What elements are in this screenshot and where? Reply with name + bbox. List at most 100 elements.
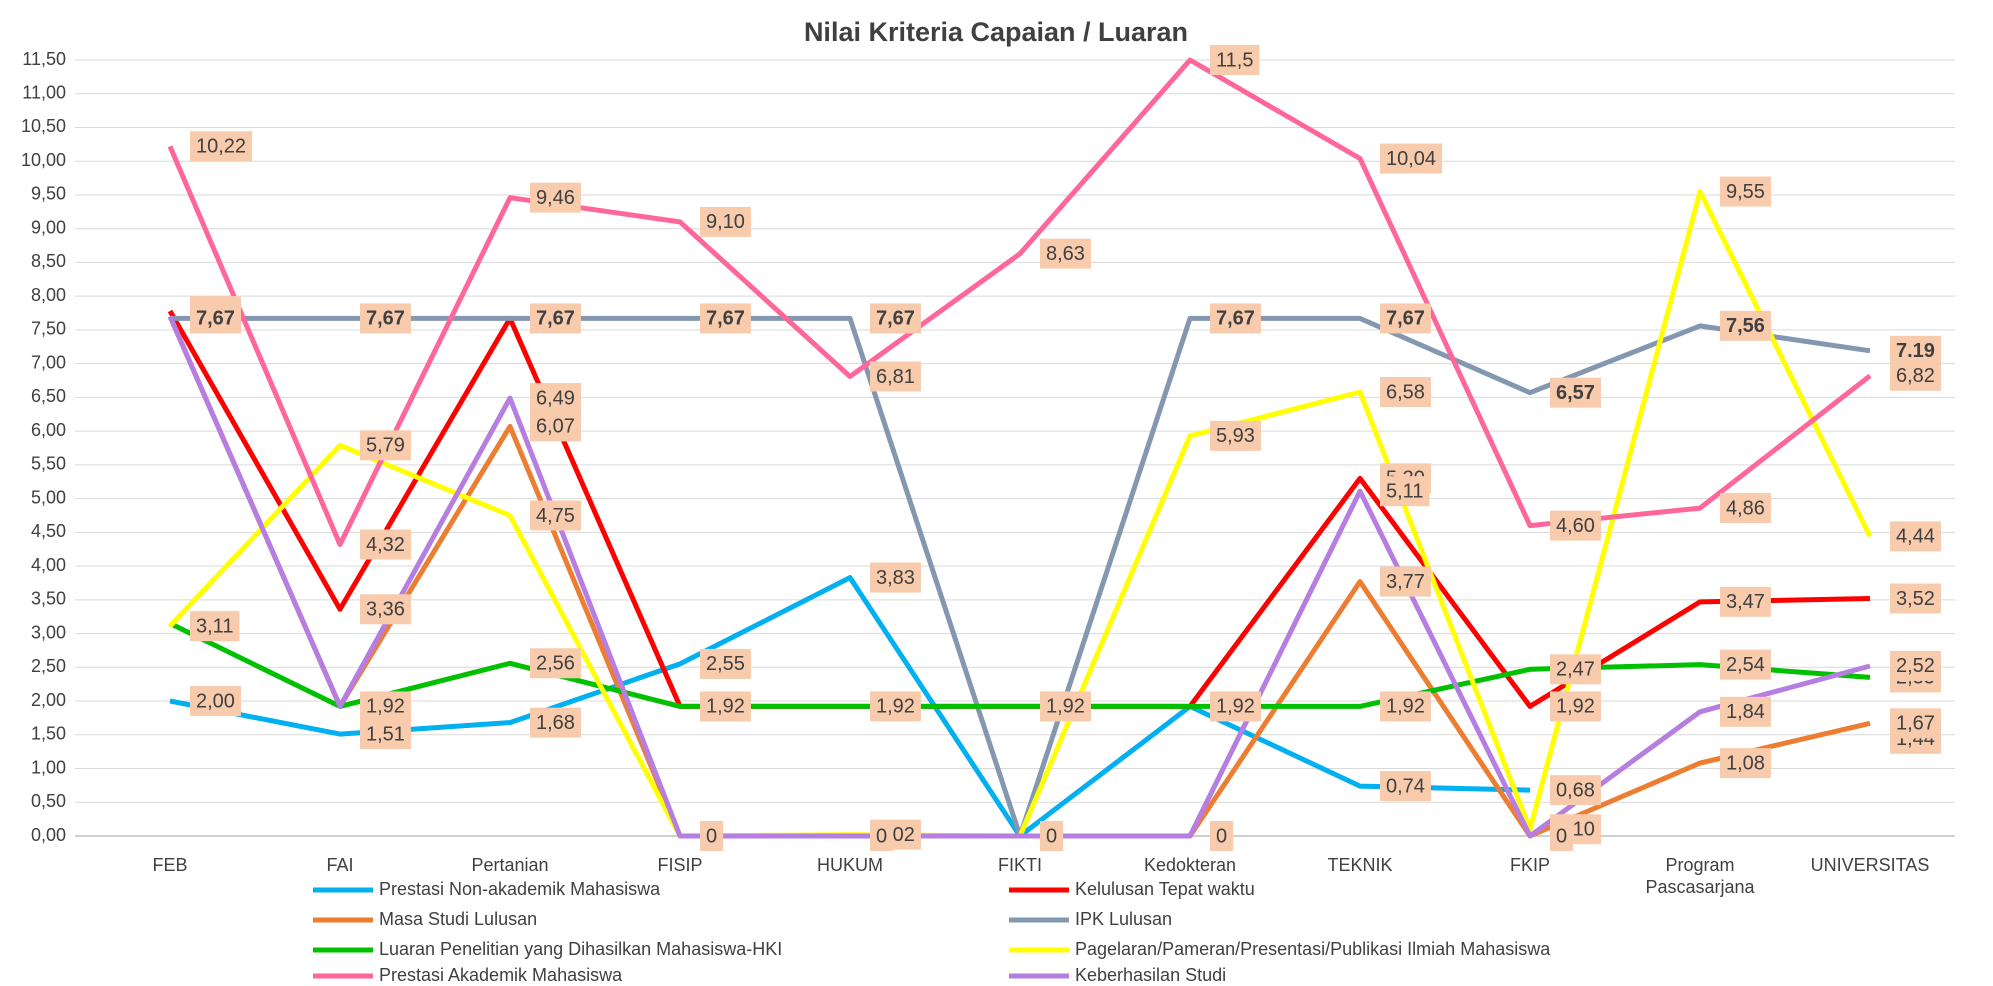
data-label-box [700,691,751,722]
data-label: 2,55 [700,648,751,679]
data-label: 7,67 [190,303,241,334]
data-label-text: 1,92 [1386,696,1425,718]
data-label-box [1550,377,1601,408]
data-label: 2,00 [190,686,241,717]
data-label-text: 6,58 [1386,381,1425,403]
x-tick-label: UNIVERSITAS [1810,855,1930,875]
x-tick-label: FIKTI [998,855,1042,875]
data-label: 11,5 [1210,45,1260,75]
y-tick-label: 9,00 [31,217,66,237]
y-tick-label: 6,50 [31,386,66,406]
data-label: 5,93 [1210,420,1261,451]
y-tick-label: 11,50 [22,49,66,69]
data-label-text: 4,44 [1896,526,1935,548]
x-tick-label: Pertanian [471,855,549,875]
data-label-box [1720,696,1771,727]
y-tick-label: 7,50 [31,319,66,339]
data-label: 5,79 [360,430,411,461]
data-label-text: 10,22 [196,136,246,158]
data-label-box [700,303,751,334]
data-label: 10,04 [1380,143,1443,174]
data-label: 0 [1210,821,1234,851]
data-label-text: 3,11 [196,615,233,637]
y-tick-label: 10,00 [21,150,66,170]
data-label-box [870,361,921,392]
data-label: 7,67 [700,303,751,334]
data-label-text: 9,46 [536,187,575,209]
data-label: 9,55 [1720,176,1771,207]
x-tick-label: FISIP [657,855,703,875]
data-label-box [530,383,581,414]
data-label-box [360,594,411,625]
data-label-text: 7,67 [706,308,745,330]
data-label-text: 4,75 [536,505,575,527]
data-label: 2,52 [1890,650,1941,681]
data-label-box [1890,360,1941,391]
data-label-text: 7,67 [876,308,915,330]
series-line [168,189,1873,839]
data-label: 1,51 [360,719,411,750]
data-label-box [1380,566,1431,597]
data-label-text: 0 [706,825,717,847]
data-label-text: 1,51 [366,723,405,745]
data-label: 1,92 [1380,691,1431,722]
data-label-box [1040,821,1064,851]
data-label-box [360,430,411,461]
data-label: 4,60 [1550,510,1601,541]
chart-title: Nilai Kriteria Capaian / Luaran [804,17,1188,47]
x-tick-label: HUKUM [817,855,883,875]
data-label-box [1210,821,1234,851]
data-label-text: 0,74 [1386,775,1425,797]
data-label: 7,67 [360,303,411,334]
data-label-box [700,648,751,679]
y-tick-label: 0,00 [31,825,66,845]
data-label-text: 2,00 [196,690,235,712]
legend-label: Keberhasilan Studi [1075,965,1226,985]
data-label-box [700,206,751,237]
data-label: 9,10 [700,206,751,237]
data-label-text: 1,92 [706,696,745,718]
data-label-text: 1,84 [1726,701,1765,723]
series-line [168,621,1871,709]
legend-label: Masa Studi Lulusan [379,909,537,929]
data-label-text: 7,67 [1386,308,1425,330]
data-label-box [530,648,581,679]
data-label-box [1550,654,1601,685]
data-label-box [1720,748,1771,779]
data-label-text: 0,68 [1556,779,1595,801]
data-label-box [530,411,581,442]
data-label-text: 7,67 [536,308,575,330]
data-label-text: 7,56 [1726,315,1765,337]
series-line [167,315,1871,839]
data-label-box [1210,420,1261,451]
data-label-text: 1,92 [876,696,915,718]
y-tick-label: 4,00 [31,555,66,575]
data-label-box [1380,376,1431,407]
data-label: 6,49 [530,383,581,414]
data-label-box [1210,691,1261,722]
data-label: 4,75 [530,500,581,531]
data-label: 3,11 [190,611,240,642]
data-label-text: 2,55 [706,653,745,675]
data-label: 4,86 [1720,493,1771,524]
series-line [167,315,1871,839]
data-label-box [190,131,253,162]
data-label: 9,46 [530,182,581,213]
data-label: 7,67 [1380,303,1431,334]
data-label-box [360,303,411,334]
legend-label: Prestasi Non-akademik Mahasiswa [379,879,661,899]
data-label: 2,56 [530,648,581,679]
data-label-box [1720,493,1771,524]
data-label-text: 3,47 [1726,591,1765,613]
data-label: 4,44 [1890,521,1941,552]
data-label-text: 6,07 [536,416,575,438]
data-label-box [1720,176,1771,207]
data-label-box [190,303,241,334]
data-label-text: 3,36 [366,599,405,621]
x-tick-label: FKIP [1509,855,1550,875]
data-label-text: 0 [876,825,887,847]
data-label: 5,11 [1380,476,1430,507]
data-label-text: 4,86 [1726,497,1765,519]
